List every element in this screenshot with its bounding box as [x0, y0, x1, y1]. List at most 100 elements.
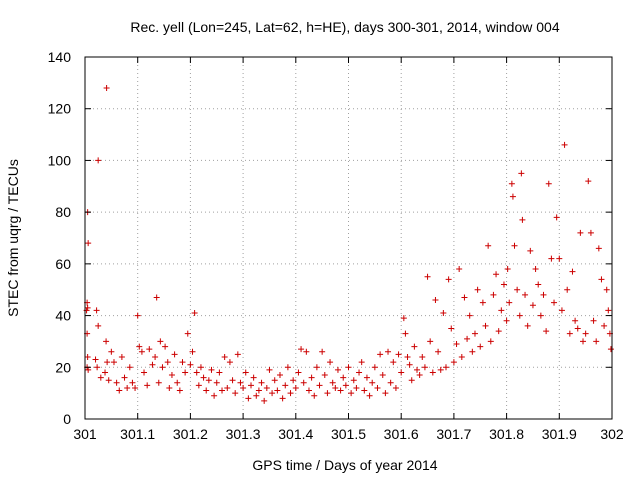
x-tick-label: 301.7 — [436, 426, 471, 442]
data-point — [564, 286, 571, 293]
data-point — [464, 335, 471, 342]
data-point — [445, 276, 452, 283]
data-point — [485, 242, 492, 249]
data-point — [176, 387, 183, 394]
data-point — [479, 299, 486, 306]
data-point — [208, 366, 215, 373]
x-tick-label: 301 — [73, 426, 97, 442]
data-point — [311, 392, 318, 399]
data-point — [461, 294, 468, 301]
data-point — [116, 387, 123, 394]
data-point — [213, 379, 220, 386]
data-point — [511, 242, 518, 249]
data-point — [164, 359, 171, 366]
data-point — [224, 384, 231, 391]
data-point — [337, 387, 344, 394]
data-point — [537, 312, 544, 319]
data-point — [580, 338, 587, 345]
data-point — [102, 369, 109, 376]
data-point — [414, 366, 421, 373]
data-point — [305, 387, 312, 394]
data-point — [363, 374, 370, 381]
data-point — [551, 299, 558, 306]
data-point — [350, 377, 357, 384]
data-point — [572, 317, 579, 324]
data-point — [587, 229, 594, 236]
data-point — [132, 384, 139, 391]
data-point — [284, 364, 291, 371]
data-point — [152, 353, 159, 360]
data-point — [504, 266, 511, 273]
data-point — [279, 395, 286, 402]
x-tick-label: 301.3 — [226, 426, 261, 442]
data-point — [263, 384, 270, 391]
data-point — [477, 343, 484, 350]
data-point — [361, 387, 368, 394]
x-tick-label: 301.1 — [120, 426, 155, 442]
x-axis-label: GPS time / Days of year 2014 — [252, 457, 437, 473]
data-point — [321, 372, 328, 379]
data-point — [84, 353, 91, 360]
data-point — [382, 390, 389, 397]
data-point — [95, 157, 102, 164]
y-tick-label: 120 — [48, 101, 72, 117]
data-point — [408, 377, 415, 384]
data-point — [419, 353, 426, 360]
data-point — [450, 359, 457, 366]
data-point — [155, 379, 162, 386]
data-point — [211, 392, 218, 399]
data-point — [358, 359, 365, 366]
data-point — [535, 281, 542, 288]
y-tick-label: 20 — [55, 359, 71, 375]
data-point — [274, 387, 281, 394]
data-point — [471, 330, 478, 337]
data-point — [197, 364, 204, 371]
data-point — [514, 286, 521, 293]
data-point — [429, 369, 436, 376]
data-point — [205, 377, 212, 384]
data-point — [329, 379, 336, 386]
data-point — [242, 369, 249, 376]
data-point — [543, 328, 550, 335]
data-point — [271, 377, 278, 384]
data-point — [411, 343, 418, 350]
data-point — [327, 359, 334, 366]
x-tick-label: 301.5 — [331, 426, 366, 442]
data-point — [234, 351, 241, 358]
data-point — [298, 346, 305, 353]
data-point — [577, 229, 584, 236]
data-point — [404, 353, 411, 360]
data-point — [103, 85, 110, 92]
data-point — [440, 309, 447, 316]
data-point — [200, 374, 207, 381]
data-point — [219, 387, 226, 394]
data-point — [237, 379, 244, 386]
data-point — [182, 369, 189, 376]
data-point — [179, 359, 186, 366]
data-point — [136, 343, 143, 350]
data-point — [416, 372, 423, 379]
data-point — [110, 359, 117, 366]
data-point — [149, 361, 156, 368]
data-point — [366, 392, 373, 399]
data-point — [348, 390, 355, 397]
data-point — [582, 330, 589, 337]
data-point — [356, 369, 363, 376]
data-point — [105, 377, 112, 384]
data-point — [282, 382, 289, 389]
data-point — [153, 294, 160, 301]
data-point — [95, 322, 102, 329]
data-point — [427, 338, 434, 345]
data-point — [458, 353, 465, 360]
data-point — [556, 255, 563, 262]
data-point — [258, 379, 265, 386]
data-point — [495, 328, 502, 335]
data-point — [402, 330, 409, 337]
grid — [85, 57, 612, 419]
y-tick-label: 0 — [63, 411, 71, 427]
data-point — [532, 266, 539, 273]
data-point — [276, 372, 283, 379]
axis-ticks: 301 301.1 301.2 301.3 301.4 301.5 301.6 301.7 30… — [48, 49, 624, 442]
data-point — [593, 338, 600, 345]
